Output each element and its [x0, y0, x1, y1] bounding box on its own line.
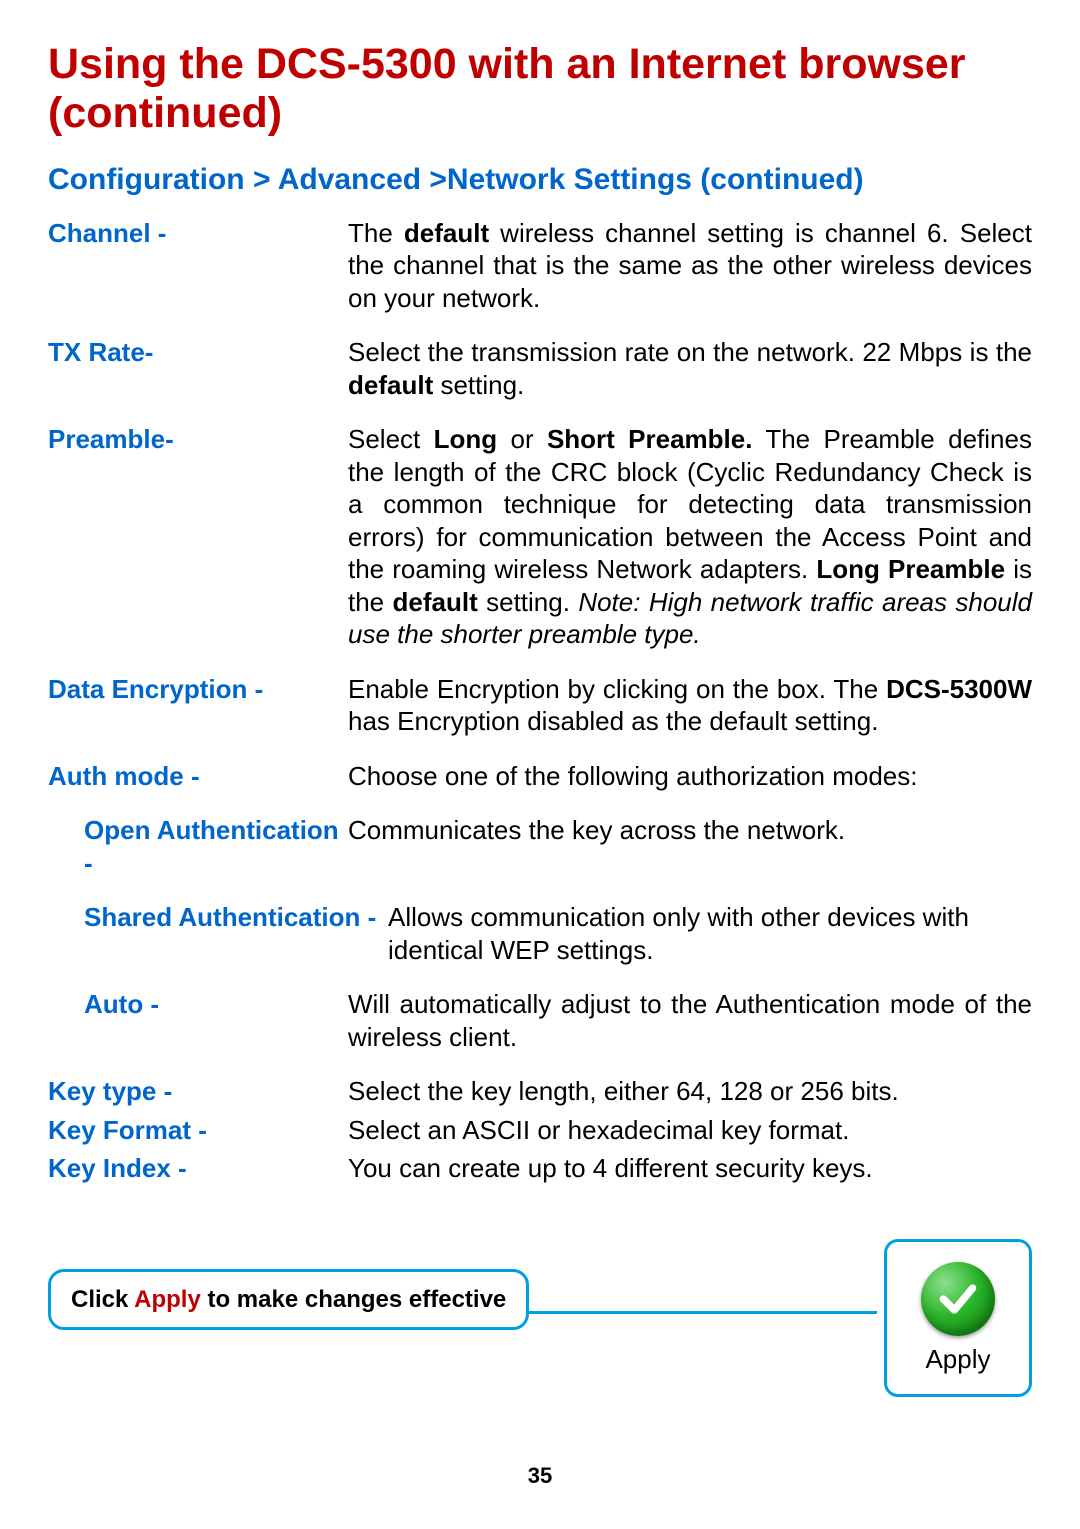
text-bold: Long Preamble — [816, 554, 1005, 584]
apply-callout: Click Apply to make changes effective — [48, 1269, 529, 1330]
text: Click — [71, 1286, 134, 1313]
def-desc: You can create up to 4 different securit… — [348, 1152, 1032, 1185]
def-desc: Select an ASCII or hexadecimal key forma… — [348, 1114, 1032, 1147]
checkmark-icon — [936, 1277, 980, 1321]
text: has Encryption disabled as the default s… — [348, 706, 878, 736]
text: setting. — [433, 370, 524, 400]
def-row-txrate: TX Rate- Select the transmission rate on… — [48, 336, 1032, 401]
apply-area: Click Apply to make changes effective Ap… — [48, 1249, 1032, 1409]
text: Select — [348, 424, 434, 454]
text-bold: default — [348, 370, 433, 400]
def-term: Data Encryption - — [48, 673, 348, 706]
text: Select the transmission rate on the netw… — [348, 337, 1032, 367]
def-desc: The default wireless channel setting is … — [348, 217, 1032, 315]
definition-list: Channel - The default wireless channel s… — [48, 217, 1032, 1185]
check-circle-icon — [921, 1262, 995, 1336]
page-number: 35 — [0, 1463, 1080, 1489]
text-red: Apply — [134, 1286, 201, 1313]
text-bold: default — [393, 587, 478, 617]
def-row-preamble: Preamble- Select Long or Short Preamble.… — [48, 423, 1032, 651]
text: to make changes effective — [201, 1286, 506, 1313]
def-term: Shared Authentication - — [48, 901, 388, 934]
text-bold: default — [404, 218, 489, 248]
def-term: Key Format - — [48, 1114, 348, 1147]
text: The — [348, 218, 404, 248]
def-desc: Select Long or Short Preamble. The Pream… — [348, 423, 1032, 651]
page-title: Using the DCS-5300 with an Internet brow… — [48, 40, 1032, 139]
text-bold: Long — [434, 424, 498, 454]
breadcrumb: Configuration > Advanced >Network Settin… — [48, 163, 1032, 197]
apply-button[interactable]: Apply — [884, 1239, 1032, 1397]
def-row-keyindex: Key Index - You can create up to 4 diffe… — [48, 1152, 1032, 1185]
def-desc: Select the transmission rate on the netw… — [348, 336, 1032, 401]
apply-button-label: Apply — [925, 1344, 990, 1375]
text: or — [497, 424, 547, 454]
text: setting. — [478, 587, 579, 617]
def-term: Key type - — [48, 1075, 348, 1108]
text: Enable Encryption by clicking on the box… — [348, 674, 886, 704]
def-row-auto: Auto - Will automatically adjust to the … — [48, 988, 1032, 1053]
def-term: Channel - — [48, 217, 348, 250]
def-term: Auth mode - — [48, 760, 348, 793]
text-bold: Short Preamble. — [547, 424, 753, 454]
def-row-keytype: Key type - Select the key length, either… — [48, 1075, 1032, 1108]
def-row-openauth: Open Authentication - Communicates the k… — [48, 814, 1032, 879]
def-term: Open Authentication - — [48, 814, 348, 879]
def-desc: Enable Encryption by clicking on the box… — [348, 673, 1032, 738]
def-term: Preamble- — [48, 423, 348, 456]
def-desc: Select the key length, either 64, 128 or… — [348, 1075, 1032, 1108]
def-row-sharedauth: Shared Authentication - Allows communica… — [48, 901, 1032, 966]
def-desc: Communicates the key across the network. — [348, 814, 1032, 847]
def-term: Auto - — [48, 988, 348, 1021]
def-row-channel: Channel - The default wireless channel s… — [48, 217, 1032, 315]
def-term: TX Rate- — [48, 336, 348, 369]
def-row-keyformat: Key Format - Select an ASCII or hexadeci… — [48, 1114, 1032, 1147]
def-desc: Will automatically adjust to the Authent… — [348, 988, 1032, 1053]
def-desc: Allows communication only with other dev… — [388, 901, 1032, 966]
def-desc: Choose one of the following authorizatio… — [348, 760, 1032, 793]
def-row-dataenc: Data Encryption - Enable Encryption by c… — [48, 673, 1032, 738]
def-row-authmode: Auth mode - Choose one of the following … — [48, 760, 1032, 793]
text-bold: DCS-5300W — [886, 674, 1032, 704]
def-term: Key Index - — [48, 1152, 348, 1185]
